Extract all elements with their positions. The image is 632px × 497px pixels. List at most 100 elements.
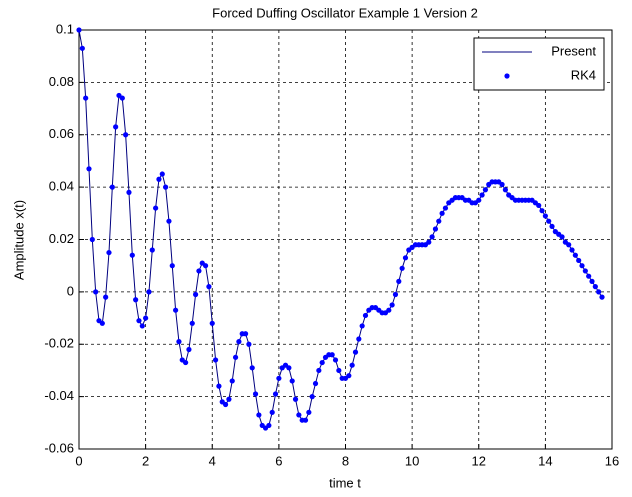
data-point xyxy=(352,349,359,355)
data-point xyxy=(589,278,595,284)
data-point xyxy=(566,242,572,248)
data-point xyxy=(99,320,105,326)
data-point xyxy=(546,218,552,224)
data-point xyxy=(106,249,112,256)
data-point xyxy=(549,223,555,230)
data-point xyxy=(236,339,242,345)
data-point xyxy=(332,357,339,363)
data-point xyxy=(396,278,402,284)
data-point xyxy=(302,417,309,423)
data-point xyxy=(113,124,119,130)
data-point xyxy=(429,234,435,240)
data-point xyxy=(586,273,592,279)
x-tick-label: 8 xyxy=(342,453,349,468)
data-point xyxy=(166,218,172,224)
data-point xyxy=(569,247,575,253)
data-point xyxy=(482,187,489,193)
data-point xyxy=(579,263,585,269)
data-point xyxy=(349,362,355,368)
data-point xyxy=(582,268,588,274)
data-point xyxy=(163,184,169,190)
data-point xyxy=(386,307,392,313)
y-tick-label: 0.02 xyxy=(49,231,74,246)
data-point xyxy=(86,166,92,172)
data-point xyxy=(159,171,165,177)
y-tick-label: 0.08 xyxy=(49,74,74,89)
data-point xyxy=(309,394,315,400)
x-axis-label: time t xyxy=(329,475,361,490)
data-point xyxy=(133,297,139,303)
data-point xyxy=(289,378,295,384)
data-point xyxy=(502,187,508,193)
data-point xyxy=(139,323,145,329)
data-point xyxy=(576,257,582,264)
data-point xyxy=(176,339,182,345)
data-point xyxy=(222,401,229,408)
y-tick-label: -0.04 xyxy=(44,388,74,403)
data-point xyxy=(539,208,545,214)
x-tick-label: 16 xyxy=(605,453,619,468)
data-point xyxy=(149,247,155,253)
x-tick-label: 0 xyxy=(75,453,82,468)
data-point xyxy=(362,312,369,319)
data-point xyxy=(153,205,159,211)
data-point xyxy=(359,323,365,329)
data-point xyxy=(212,357,219,363)
data-point xyxy=(442,205,449,211)
data-point xyxy=(202,263,209,269)
data-point xyxy=(479,192,485,198)
data-point xyxy=(276,375,282,381)
data-point xyxy=(126,189,132,195)
data-point xyxy=(436,218,442,224)
data-point xyxy=(399,265,405,271)
data-point xyxy=(189,320,195,326)
data-point xyxy=(76,27,82,33)
data-point xyxy=(356,336,362,342)
data-point xyxy=(319,359,325,366)
data-point xyxy=(312,380,319,387)
data-point xyxy=(559,234,565,240)
legend-marker xyxy=(504,73,510,79)
data-point xyxy=(206,284,212,290)
data-point xyxy=(89,236,95,243)
data-point xyxy=(272,391,279,397)
data-point xyxy=(336,367,342,374)
data-point xyxy=(426,239,432,245)
data-point xyxy=(599,294,605,300)
data-point xyxy=(292,396,299,402)
data-point xyxy=(173,307,179,313)
legend-label: RK4 xyxy=(571,67,596,82)
data-point xyxy=(93,289,99,295)
data-point xyxy=(252,391,259,397)
x-tick-label: 10 xyxy=(405,453,419,468)
x-tick-label: 2 xyxy=(142,453,149,468)
data-point xyxy=(169,263,175,269)
data-point xyxy=(316,367,322,374)
data-point xyxy=(232,354,239,360)
data-point xyxy=(389,302,395,308)
data-point xyxy=(402,255,409,261)
x-tick-label: 14 xyxy=(538,453,552,468)
data-point xyxy=(83,95,89,101)
data-point xyxy=(156,176,162,182)
legend-box xyxy=(473,37,605,91)
data-point xyxy=(186,346,192,353)
data-point xyxy=(499,181,505,188)
data-point xyxy=(439,210,445,216)
data-point xyxy=(216,383,222,389)
y-tick-label: -0.02 xyxy=(44,336,74,351)
data-point xyxy=(266,422,272,429)
data-point xyxy=(296,412,302,418)
data-point xyxy=(146,289,152,295)
y-tick-label: 0.06 xyxy=(49,126,74,141)
chart-title: Forced Duffing Oscillator Example 1 Vers… xyxy=(212,5,478,20)
data-point xyxy=(476,197,482,203)
x-tick-label: 12 xyxy=(472,453,486,468)
data-point xyxy=(346,373,352,379)
data-point xyxy=(286,365,292,371)
data-point xyxy=(596,289,602,295)
data-point xyxy=(392,291,399,298)
data-point xyxy=(249,365,255,371)
